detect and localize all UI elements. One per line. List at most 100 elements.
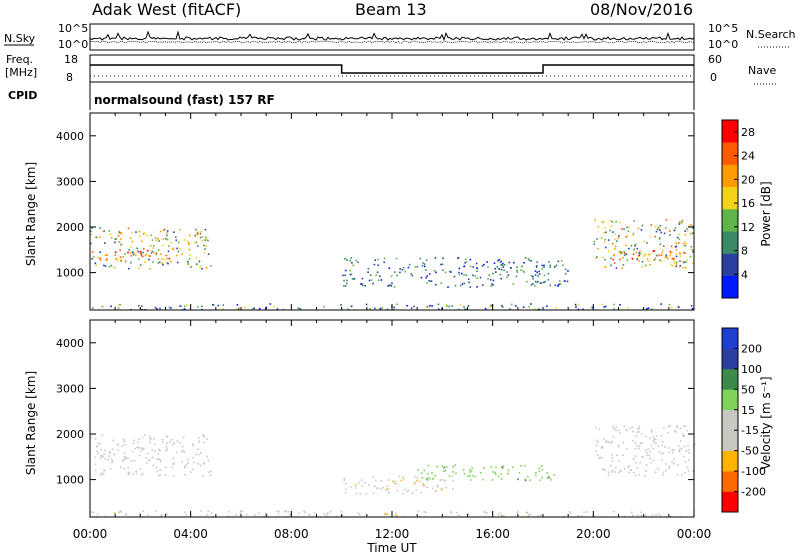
heatmap-cell xyxy=(567,270,569,272)
heatmap-cell xyxy=(127,251,129,254)
heatmap-cell xyxy=(111,460,114,462)
heatmap-cell xyxy=(386,513,389,516)
heatmap-cell xyxy=(682,266,684,269)
heatmap-cell xyxy=(364,285,366,287)
colorbar-tick-label: 12 xyxy=(741,221,755,234)
heatmap-cell xyxy=(114,254,117,256)
heatmap-cell xyxy=(595,439,598,442)
heatmap-cell xyxy=(469,258,472,261)
heatmap-cell xyxy=(684,471,686,474)
heatmap-cell xyxy=(673,449,675,451)
heatmap-cell xyxy=(91,251,94,253)
heatmap-cell xyxy=(372,476,374,478)
heatmap-cell xyxy=(452,471,454,473)
heatmap-cell xyxy=(151,250,154,253)
heatmap-cell xyxy=(602,256,604,259)
heatmap-cell xyxy=(500,264,503,266)
heatmap-cell xyxy=(638,252,640,254)
heatmap-cell xyxy=(151,239,154,241)
x-tick-label: 08:00 xyxy=(274,527,309,541)
heatmap-cell xyxy=(138,258,140,260)
heatmap-cell xyxy=(653,438,656,440)
heatmap-cell xyxy=(425,511,427,514)
heatmap-cell xyxy=(538,467,540,470)
heatmap-cell xyxy=(600,445,603,448)
heatmap-cell xyxy=(119,249,121,251)
heatmap-cell xyxy=(682,260,685,263)
heatmap-cell xyxy=(663,427,665,429)
heatmap-cell xyxy=(361,479,363,481)
heatmap-cell xyxy=(346,259,348,261)
heatmap-cell xyxy=(132,442,134,445)
heatmap-cell xyxy=(443,466,445,469)
heatmap-cell xyxy=(487,266,489,268)
heatmap-cell xyxy=(426,486,429,488)
heatmap-cell xyxy=(668,230,671,232)
heatmap-cell xyxy=(133,460,136,462)
heatmap-cell xyxy=(525,511,528,514)
heatmap-cell xyxy=(691,262,694,264)
heatmap-cell xyxy=(244,306,246,308)
heatmap-cell xyxy=(354,484,357,486)
heatmap-cell xyxy=(604,239,606,241)
heatmap-cell xyxy=(603,241,606,244)
heatmap-cell xyxy=(685,261,687,263)
heatmap-cell xyxy=(383,261,385,264)
heatmap-cell xyxy=(646,451,648,454)
heatmap-cell xyxy=(349,486,352,488)
heatmap-cell xyxy=(431,305,433,307)
heatmap-cell xyxy=(150,252,153,254)
heatmap-cell xyxy=(103,473,105,475)
heatmap-cell xyxy=(528,514,531,516)
heatmap-cell xyxy=(668,465,670,467)
heatmap-cell xyxy=(119,303,121,306)
heatmap-cell xyxy=(155,252,158,254)
heatmap-cell xyxy=(358,481,360,484)
heatmap-cell xyxy=(464,308,466,310)
heatmap-cell xyxy=(130,246,132,248)
heatmap-cell xyxy=(607,441,610,443)
heatmap-cell xyxy=(459,284,462,287)
heatmap-cell xyxy=(135,231,137,233)
heatmap-cell xyxy=(492,272,494,275)
heatmap-cell xyxy=(182,449,184,452)
heatmap-cell xyxy=(128,471,130,474)
heatmap-cell xyxy=(427,479,429,482)
heatmap-cell xyxy=(239,512,242,514)
heatmap-cell xyxy=(142,510,144,512)
heatmap-cell xyxy=(431,472,433,474)
heatmap-cell xyxy=(665,254,668,256)
heatmap-cell xyxy=(501,466,503,468)
heatmap-cell xyxy=(298,512,300,515)
heatmap-cell xyxy=(428,280,431,282)
heatmap-cell xyxy=(351,278,354,280)
heatmap-cell xyxy=(554,284,557,287)
heatmap-cell xyxy=(394,271,396,273)
heatmap-cell xyxy=(490,285,492,287)
heatmap-cell xyxy=(104,449,106,452)
heatmap-cell xyxy=(90,242,92,245)
heatmap-cell xyxy=(166,513,168,515)
heatmap-cell xyxy=(161,438,164,441)
heatmap-cell xyxy=(120,232,122,235)
heatmap-cell xyxy=(188,243,190,246)
heatmap-cell xyxy=(125,456,127,459)
colorbar-tick-label: 28 xyxy=(741,126,755,139)
heatmap-cell xyxy=(159,459,161,461)
heatmap-cell xyxy=(329,511,332,513)
heatmap-cell xyxy=(181,445,184,448)
heatmap-cell xyxy=(613,308,615,310)
heatmap-cell xyxy=(393,482,396,485)
heatmap-cell xyxy=(207,239,209,242)
heatmap-cell xyxy=(646,307,648,310)
heatmap-cell xyxy=(96,236,98,239)
heatmap-cell xyxy=(652,436,655,438)
heatmap-cell xyxy=(472,274,474,277)
heatmap-cell xyxy=(691,232,694,234)
heatmap-cell xyxy=(617,429,620,431)
heatmap-cell xyxy=(202,474,204,477)
heatmap-cell xyxy=(619,469,621,472)
heatmap-cell xyxy=(678,223,681,225)
heatmap-cell xyxy=(179,228,181,231)
heatmap-cell xyxy=(162,238,165,240)
